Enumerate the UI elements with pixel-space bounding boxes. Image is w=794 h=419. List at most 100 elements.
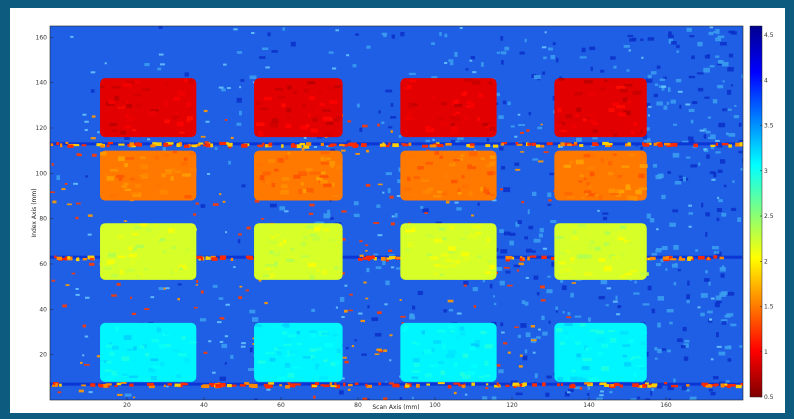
noise-speck [673,123,677,126]
block-texture [563,164,571,168]
noise-speck [536,292,540,296]
noise-speck [653,93,659,98]
block-texture [488,172,493,176]
noise-speck [559,145,564,148]
fleck [374,353,380,356]
fleck [388,382,394,385]
block-texture [321,332,330,336]
noise-speck [500,322,504,327]
fleck [399,299,402,301]
noise-speck [361,353,367,356]
block-texture [468,151,478,157]
block-texture [578,376,587,381]
noise-speck [661,85,665,91]
block-texture [484,242,491,248]
streak-dot [605,143,611,148]
noise-speck [158,53,164,56]
block-texture [272,251,281,257]
block-texture [182,173,191,177]
noise-speck [727,67,734,72]
noise-speck [728,133,736,137]
noise-speck [715,37,722,42]
block-texture [259,175,265,181]
fleck [383,349,388,352]
streak-dot [392,143,399,148]
streak-dot [75,258,80,262]
block-texture [474,340,481,343]
noise-speck [528,111,532,116]
noise-speck [705,130,711,134]
colorbar-tick-label: 1 [764,349,768,356]
fleck [279,384,283,387]
noise-speck [740,167,743,171]
block-texture [274,168,279,172]
block-texture [269,250,275,254]
noise-speck [493,302,497,306]
block-texture [450,123,455,128]
noise-speck [335,29,339,32]
block-texture [594,246,601,251]
block-texture [318,224,323,230]
block-texture [413,176,420,179]
fleck [87,214,93,217]
noise-speck [524,236,528,240]
block-texture [262,274,270,277]
fleck [163,287,166,290]
fleck [365,184,371,187]
noise-speck [387,126,393,129]
block-texture [265,263,269,269]
noise-speck [655,262,662,267]
block-texture [453,99,460,103]
fleck [453,391,457,395]
streak-dot [50,143,54,146]
fleck [203,351,208,354]
streak-dot [435,142,440,145]
streak-dot [330,385,337,388]
block-texture [576,254,586,259]
block-texture [475,232,482,235]
streak-dot [551,256,557,261]
block-texture [118,103,124,108]
block-texture [447,261,456,264]
streak-dot [99,384,105,388]
fleck [401,322,404,324]
block-texture [255,323,262,328]
block-texture [172,246,177,250]
noise-speck [249,75,257,80]
block-texture [584,116,593,120]
block-texture [152,365,161,369]
block-texture [440,370,445,376]
streak-dot [644,382,649,385]
fleck [342,144,345,147]
block-texture [335,115,343,119]
noise-speck [697,306,701,309]
block-texture [611,255,619,259]
block-texture [461,251,470,257]
block-texture [116,371,120,375]
block-texture [156,327,162,333]
streak-dot [678,258,686,261]
block-texture [315,109,320,115]
fleck [130,296,133,299]
fleck [378,349,383,353]
block-texture [588,151,594,154]
streak-dot [72,144,80,147]
data-block [100,223,197,280]
noise-speck [605,304,609,307]
block-texture [163,154,170,157]
block-texture [140,156,146,159]
noise-speck [715,151,721,154]
noise-speck [606,287,612,290]
noise-speck [651,388,655,392]
noise-speck [690,119,694,124]
colorbar-tick-label: 2 [764,258,768,265]
noise-speck [715,139,720,142]
block-texture [446,353,455,358]
streak-dot [62,257,66,260]
noise-speck [550,54,556,60]
streak-dot [81,144,87,147]
fleck [57,391,62,394]
block-texture [126,103,133,108]
block-texture [478,95,484,99]
noise-speck [448,59,454,62]
